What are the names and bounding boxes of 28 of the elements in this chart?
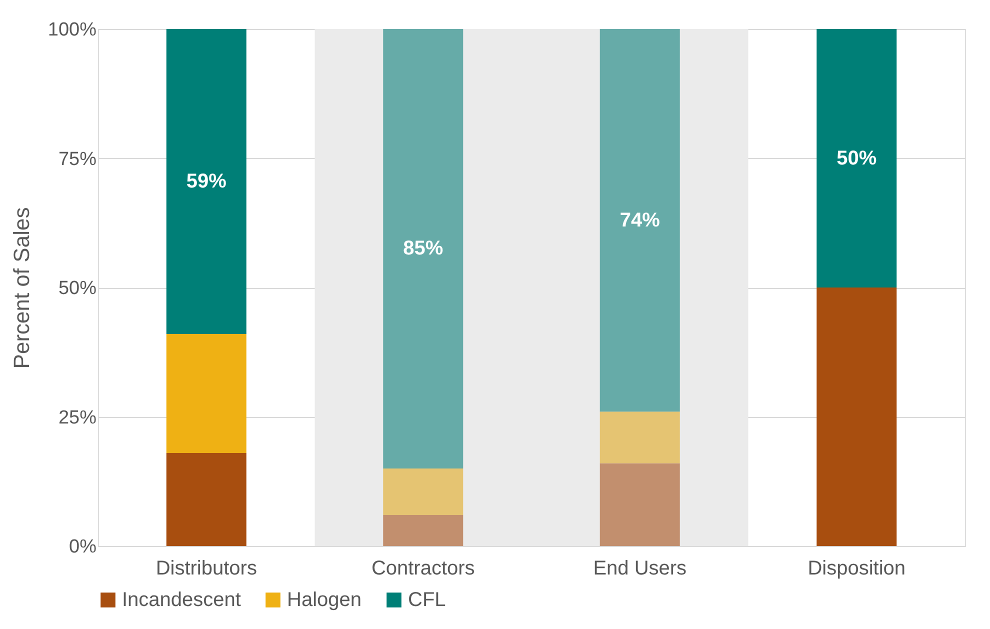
y-tick-label: 0% <box>69 536 97 558</box>
x-tick-label: Distributors <box>156 558 257 580</box>
bar <box>383 514 464 546</box>
y-axis-title: Percent of Sales <box>8 207 34 369</box>
data-label: 74% <box>620 209 660 232</box>
y-tick-label: 25% <box>58 407 97 428</box>
y-tick-label: 50% <box>58 278 97 299</box>
bar <box>166 452 246 546</box>
bar <box>816 288 897 546</box>
legend-label: Incandescent <box>122 589 242 611</box>
bar <box>166 334 246 453</box>
y-tick-label: 75% <box>58 148 97 170</box>
bar <box>383 29 464 468</box>
data-label: 85% <box>403 238 444 260</box>
bar <box>600 412 680 464</box>
x-tick-label: Disposition <box>808 558 906 580</box>
data-label: 50% <box>836 147 877 170</box>
bar <box>600 29 680 412</box>
bar <box>166 29 246 334</box>
legend-label: CFL <box>408 589 446 611</box>
x-tick-label: End Users <box>593 558 687 580</box>
x-tick-label: Contractors <box>371 558 475 580</box>
data-label: 59% <box>186 170 227 193</box>
y-tick-label: 100% <box>48 20 97 40</box>
legend-label: Halogen <box>287 589 362 611</box>
bar <box>816 29 897 288</box>
bar <box>383 468 464 515</box>
bar <box>600 463 680 546</box>
